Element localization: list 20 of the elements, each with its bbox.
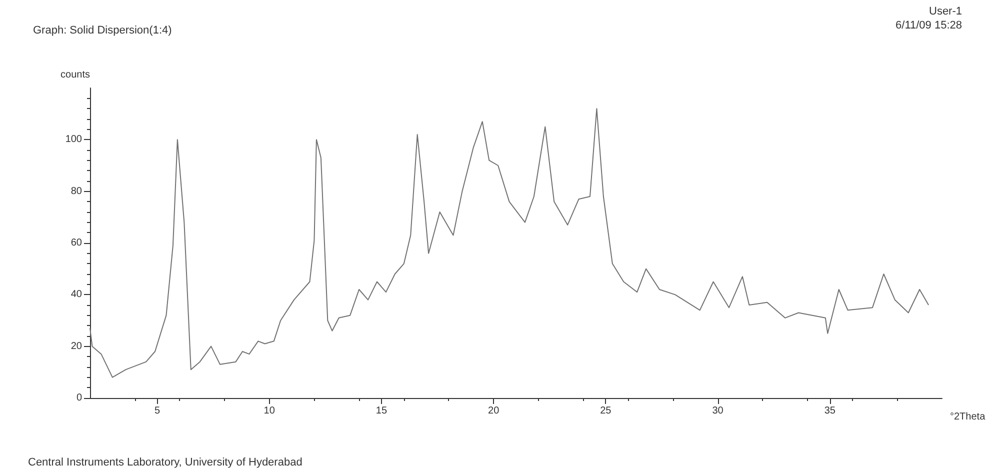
x-axis-title: °2Theta [950, 412, 986, 422]
x-tick-label: 25 [600, 406, 612, 416]
x-tick-label: 10 [264, 406, 276, 416]
y-tick-label: 60 [70, 238, 82, 248]
text: 6/11/09 15:28 [896, 20, 962, 32]
x-tick-label: 15 [376, 406, 388, 416]
x-tick-label: 5 [154, 406, 160, 416]
y-axis-title: counts [60, 70, 90, 80]
text: Central Instruments Laboratory, University of Hyderabad [28, 456, 302, 468]
chart-title: Graph: Solid Dispersion(1:4) [33, 24, 172, 36]
x-tick-label: 30 [712, 406, 724, 416]
y-tick-label: 80 [70, 186, 82, 197]
text: User-1 [928, 6, 962, 18]
y-tick-label: 40 [70, 289, 82, 300]
x-tick-label: 35 [824, 406, 836, 416]
x-tick-label: 20 [488, 406, 500, 416]
line-series [90, 108, 930, 378]
y-tick-label: 0 [76, 392, 82, 404]
y-tick-label: 100 [65, 134, 82, 146]
y-tick-label: 20 [70, 340, 82, 352]
